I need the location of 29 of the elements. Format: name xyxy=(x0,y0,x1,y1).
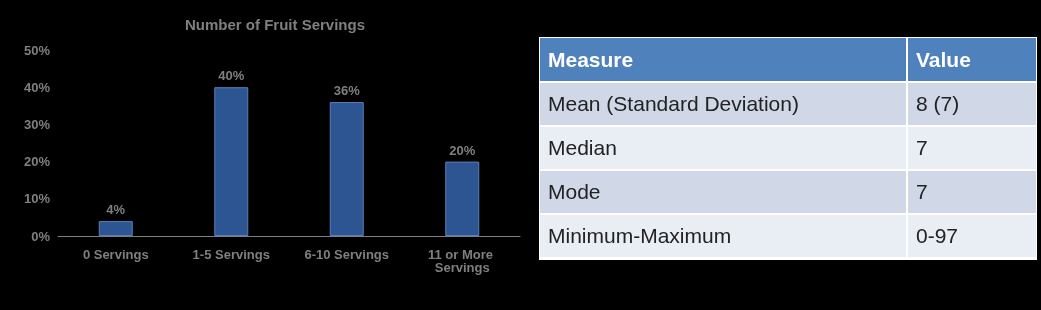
text: Mode xyxy=(540,170,907,214)
x-tick-label: 1-5 Servings xyxy=(192,247,270,262)
bar xyxy=(445,161,480,236)
text: Median xyxy=(540,126,907,170)
data-label: 36% xyxy=(333,83,361,99)
y-tick-label: 10% xyxy=(23,191,51,207)
text: Mean (Standard Deviation) xyxy=(540,82,907,126)
text: Value xyxy=(907,38,1036,82)
text: 7 xyxy=(907,170,1036,214)
bar xyxy=(214,87,249,236)
y-tick-label: 50% xyxy=(23,42,51,58)
y-tick-label: 0% xyxy=(31,228,51,244)
text: 8 (7) xyxy=(907,82,1036,126)
bar xyxy=(98,221,133,236)
bar xyxy=(329,102,364,236)
text: 7 xyxy=(907,126,1036,170)
data-label: 4% xyxy=(106,202,126,218)
data-label: 20% xyxy=(449,142,476,158)
text: Minimum-Maximum xyxy=(540,214,907,258)
y-tick-label: 20% xyxy=(23,154,51,170)
x-tick-label: 0 Servings xyxy=(82,247,149,262)
chart-title: Number of Fruit Servings xyxy=(184,16,366,33)
x-tick-label: 6-10 Servings xyxy=(304,247,390,262)
x-tick-label: 11 or More Servings xyxy=(427,247,497,275)
data-label: 40% xyxy=(218,68,245,84)
y-tick-label: 30% xyxy=(23,116,51,132)
text: 0-97 xyxy=(907,214,1036,258)
text: Measure xyxy=(540,38,907,82)
y-tick-label: 40% xyxy=(23,79,51,95)
